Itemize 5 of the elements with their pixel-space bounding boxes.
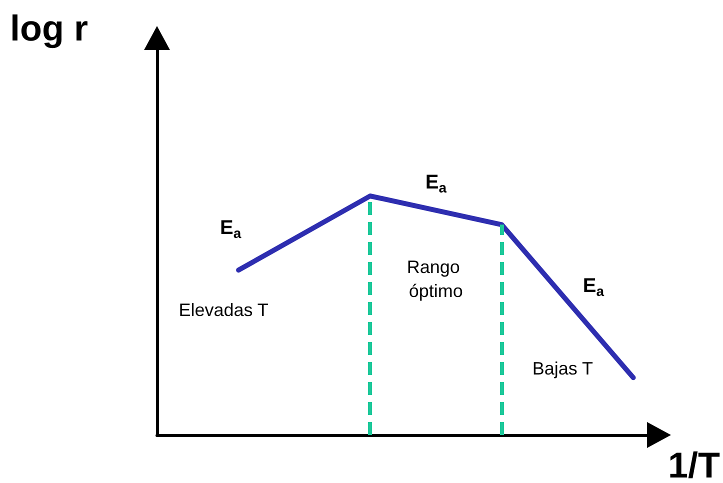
annotation: Elevadas T (178, 300, 268, 320)
annotation: Bajas T (532, 358, 594, 379)
annotation: Rango óptimo (406, 257, 465, 301)
y-axis-title: log r (10, 8, 88, 48)
x-axis-title: 1/T (668, 444, 720, 483)
